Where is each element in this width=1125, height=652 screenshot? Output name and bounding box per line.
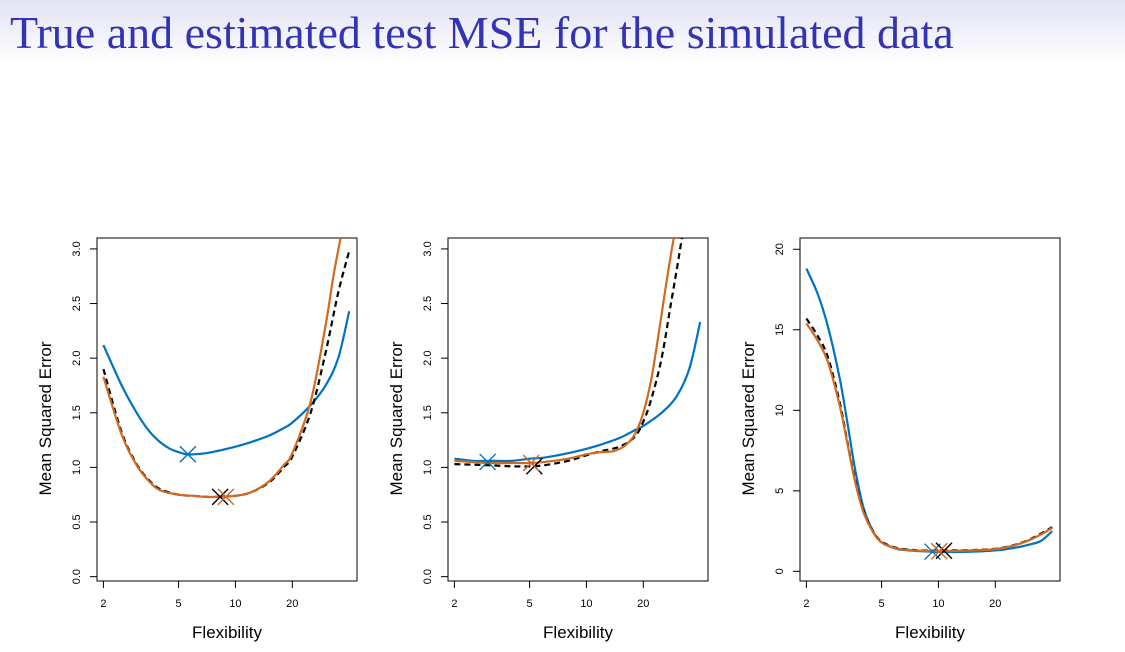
series-line-3 (454, 238, 675, 465)
y-tick-label: 0 (774, 568, 786, 574)
y-tick-label: 2.0 (71, 351, 83, 366)
min-marker-3 (522, 454, 540, 472)
plot-frame (799, 237, 1061, 582)
series-line-2 (805, 317, 1053, 552)
y-tick-label: 15 (774, 324, 786, 336)
series-line-3 (102, 238, 342, 499)
x-tick-label: 20 (637, 598, 649, 610)
chart-panel-1: 2 5 10 20 0.0 0.5 1.0 1.5 2.0 2.5 3.0 Flexibility Me… (36, 237, 358, 642)
y-tick-label: 2.5 (71, 296, 83, 311)
y-tick-label: 2.0 (422, 351, 434, 366)
min-marker-3 (930, 542, 948, 560)
x-tick-label: 2 (451, 598, 457, 610)
x-tick-label: 20 (286, 598, 298, 610)
x-axis-label: Flexibility (543, 623, 613, 642)
y-tick-label: 10 (774, 404, 786, 416)
chart-panel-3: 2 5 10 20 0 5 10 15 20 Flexibility Mean Squared Er… (739, 237, 1061, 642)
series-line-3 (805, 322, 1053, 553)
y-tick-label: 2.5 (422, 296, 434, 311)
y-axis-label: Mean Squared Error (739, 341, 758, 495)
y-tick-label: 1.0 (71, 460, 83, 475)
slide-title: True and estimated test MSE for the simu… (10, 7, 954, 58)
y-tick-label: 1.5 (422, 405, 434, 420)
plot-frame (96, 237, 358, 582)
x-tick-label: 10 (932, 598, 944, 610)
y-tick-label: 20 (774, 243, 786, 255)
series-line-1 (102, 310, 351, 456)
x-tick-label: 10 (229, 598, 241, 610)
y-tick-label: 3.0 (71, 241, 83, 256)
y-tick-label: 0.0 (71, 569, 83, 584)
y-tick-label: 0.5 (71, 514, 83, 529)
x-tick-label: 2 (803, 598, 809, 610)
series-line-2 (102, 250, 351, 499)
min-marker-1 (179, 445, 197, 463)
x-tick-label: 5 (527, 598, 533, 610)
series-line-1 (805, 268, 1053, 554)
x-axis-label: Flexibility (192, 623, 262, 642)
min-marker-2 (935, 542, 953, 560)
min-marker-1 (479, 453, 497, 471)
title-band (0, 0, 1125, 64)
series-line-1 (454, 321, 702, 463)
min-marker-3 (217, 488, 235, 506)
y-tick-label: 3.0 (422, 241, 434, 256)
y-tick-label: 0.0 (422, 569, 434, 584)
x-tick-label: 5 (176, 598, 182, 610)
y-tick-label: 1.0 (422, 460, 434, 475)
chart-panel-2: 2 5 10 20 0.0 0.5 1.0 1.5 2.0 2.5 3.0 Flexibility Me… (387, 237, 709, 642)
x-axis-label: Flexibility (895, 623, 965, 642)
x-tick-label: 5 (879, 598, 885, 610)
x-tick-label: 10 (580, 598, 592, 610)
x-tick-label: 20 (989, 598, 1001, 610)
plot-frame (447, 237, 709, 582)
x-tick-label: 2 (100, 598, 106, 610)
y-tick-label: 5 (774, 488, 786, 494)
y-axis-label: Mean Squared Error (36, 341, 55, 495)
y-tick-label: 1.5 (71, 405, 83, 420)
min-marker-2 (211, 488, 229, 506)
y-tick-label: 0.5 (422, 514, 434, 529)
y-axis-label: Mean Squared Error (387, 341, 406, 495)
series-line-2 (454, 238, 683, 468)
